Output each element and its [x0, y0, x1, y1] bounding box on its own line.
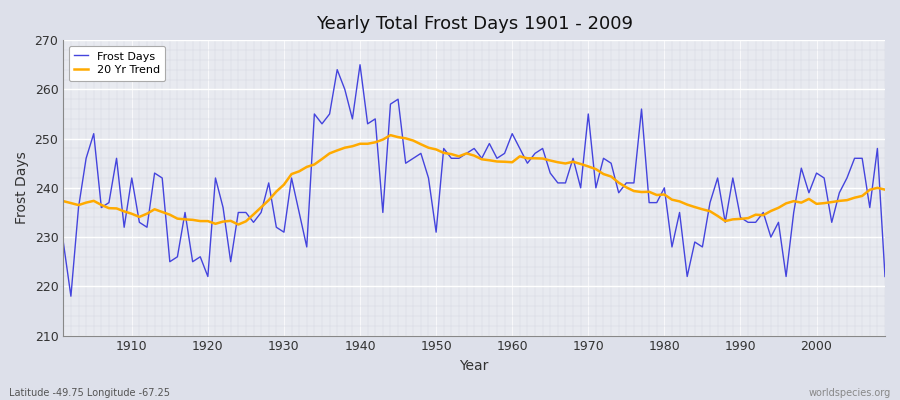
Y-axis label: Frost Days: Frost Days: [15, 152, 29, 224]
Frost Days: [66, 294, 77, 298]
20 Yr Trend: [119, 209, 130, 214]
20 Yr Trend: [522, 156, 533, 161]
Frost Days: [613, 190, 624, 195]
Line: Frost Days: Frost Days: [63, 65, 885, 296]
Frost Days: [522, 161, 533, 166]
Frost Days: [293, 210, 304, 215]
20 Yr Trend: [233, 222, 244, 227]
Text: worldspecies.org: worldspecies.org: [809, 388, 891, 398]
20 Yr Trend: [613, 180, 624, 185]
X-axis label: Year: Year: [460, 359, 489, 373]
Line: 20 Yr Trend: 20 Yr Trend: [63, 135, 885, 224]
20 Yr Trend: [58, 199, 68, 204]
20 Yr Trend: [339, 145, 350, 150]
Title: Yearly Total Frost Days 1901 - 2009: Yearly Total Frost Days 1901 - 2009: [316, 15, 633, 33]
20 Yr Trend: [515, 154, 526, 159]
Frost Days: [58, 240, 68, 244]
Frost Days: [879, 274, 890, 279]
Frost Days: [515, 146, 526, 151]
Frost Days: [126, 176, 137, 180]
Legend: Frost Days, 20 Yr Trend: Frost Days, 20 Yr Trend: [68, 46, 166, 81]
Text: Latitude -49.75 Longitude -67.25: Latitude -49.75 Longitude -67.25: [9, 388, 170, 398]
20 Yr Trend: [385, 133, 396, 138]
20 Yr Trend: [293, 169, 304, 174]
Frost Days: [339, 87, 350, 92]
Frost Days: [355, 62, 365, 67]
20 Yr Trend: [879, 187, 890, 192]
